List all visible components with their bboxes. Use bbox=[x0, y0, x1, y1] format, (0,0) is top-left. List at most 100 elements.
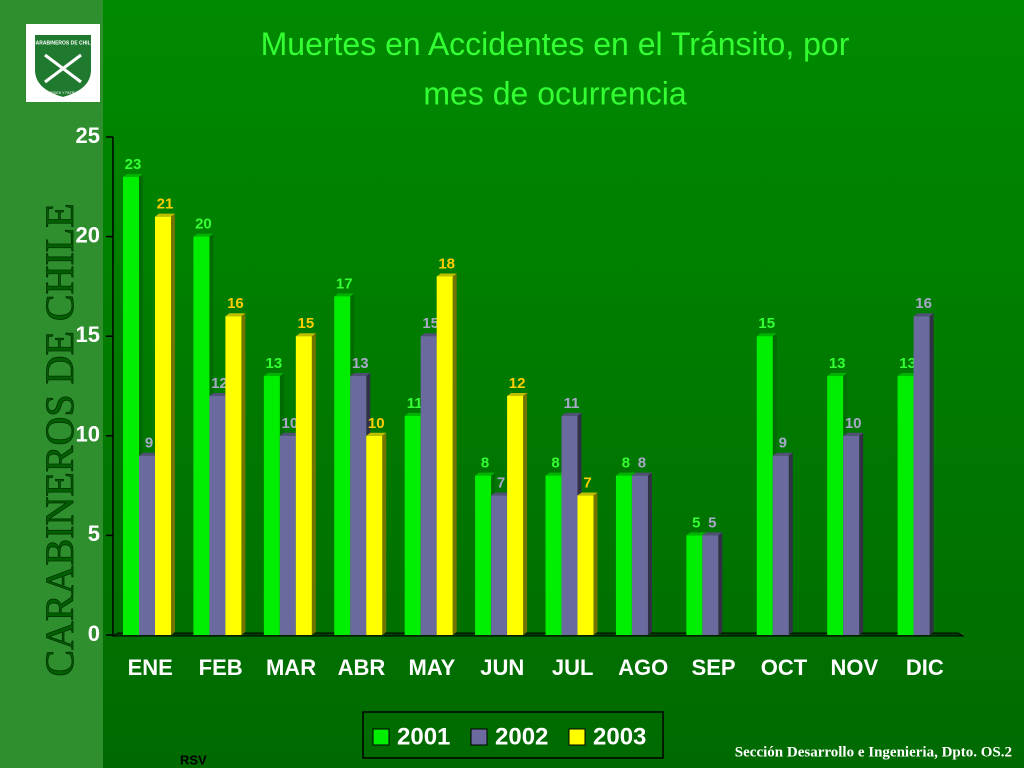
y-tick-label: 10 bbox=[76, 422, 100, 447]
bar-top bbox=[263, 373, 284, 377]
legend-swatch bbox=[568, 728, 586, 746]
bar bbox=[702, 535, 719, 635]
title-part: Muertes en Accidentes en el Tránsito, bbox=[261, 26, 795, 62]
value-label: 21 bbox=[157, 196, 174, 213]
value-label: 11 bbox=[407, 395, 423, 412]
bar-side bbox=[593, 492, 598, 635]
value-label: 9 bbox=[779, 435, 787, 452]
legend-label: 2002 bbox=[495, 723, 548, 750]
value-label: 5 bbox=[692, 514, 700, 531]
logo: CARABINEROS DE CHILE ORDEN Y PATRIA bbox=[26, 24, 100, 102]
x-tick-label: NOV bbox=[831, 655, 879, 680]
bar-top bbox=[772, 452, 793, 456]
bar-top bbox=[436, 273, 457, 277]
bar bbox=[475, 475, 492, 635]
x-tick-label: JUN bbox=[480, 655, 524, 680]
bar bbox=[897, 376, 914, 635]
value-label: 23 bbox=[125, 156, 142, 173]
y-tick-label: 15 bbox=[76, 322, 100, 347]
bar bbox=[561, 415, 578, 635]
bar bbox=[615, 475, 632, 635]
y-tick-label: 25 bbox=[76, 123, 100, 148]
bar bbox=[209, 395, 226, 635]
bar bbox=[772, 455, 789, 635]
bar bbox=[263, 376, 280, 635]
logo-motto: ORDEN Y PATRIA bbox=[49, 91, 79, 95]
bar bbox=[123, 176, 139, 635]
bar-side bbox=[718, 532, 723, 635]
bar-top bbox=[366, 432, 387, 436]
value-label: 12 bbox=[211, 375, 228, 392]
bar bbox=[913, 316, 930, 635]
side-strip bbox=[0, 0, 103, 768]
value-label: 13 bbox=[352, 355, 369, 372]
value-label: 20 bbox=[195, 216, 212, 233]
value-label: 15 bbox=[297, 315, 314, 332]
legend-label: 2003 bbox=[593, 723, 646, 750]
legend-swatch bbox=[470, 728, 488, 746]
bar bbox=[350, 376, 367, 635]
legend-swatch bbox=[372, 728, 390, 746]
x-tick-label: SEP bbox=[692, 655, 736, 680]
value-label: 15 bbox=[758, 315, 775, 332]
bar bbox=[507, 395, 524, 635]
value-label: 13 bbox=[899, 355, 916, 372]
legend-box bbox=[362, 711, 664, 759]
bar bbox=[491, 495, 508, 635]
title-part: por bbox=[803, 26, 850, 62]
x-tick-label: OCT bbox=[761, 655, 808, 680]
bar bbox=[366, 435, 383, 635]
value-label: 12 bbox=[509, 375, 526, 392]
bar bbox=[577, 495, 594, 635]
value-label: 16 bbox=[227, 295, 244, 312]
bar-top bbox=[420, 333, 441, 337]
initials: RSV bbox=[180, 752, 207, 767]
x-tick-label: FEB bbox=[199, 655, 243, 680]
bar-top bbox=[577, 492, 598, 496]
bar-top bbox=[507, 392, 528, 396]
bar-top bbox=[475, 472, 496, 476]
x-tick-label: ABR bbox=[338, 655, 386, 680]
x-tick-label: MAY bbox=[408, 655, 455, 680]
bar bbox=[420, 336, 437, 635]
bar-side bbox=[241, 313, 246, 635]
bar-top bbox=[491, 492, 512, 496]
bar-side bbox=[311, 333, 316, 635]
bar bbox=[155, 216, 171, 635]
value-label: 15 bbox=[422, 315, 439, 332]
bar-top bbox=[155, 213, 175, 217]
bar-side bbox=[382, 432, 387, 635]
bar bbox=[545, 475, 562, 635]
bar bbox=[193, 236, 210, 635]
bar bbox=[334, 296, 351, 635]
x-tick-label: MAR bbox=[266, 655, 316, 680]
value-label: 17 bbox=[336, 275, 353, 292]
bar-top bbox=[913, 313, 934, 317]
bar bbox=[843, 435, 860, 635]
x-tick-label: ENE bbox=[128, 655, 173, 680]
bar-top bbox=[334, 293, 355, 297]
bar-top bbox=[545, 472, 566, 476]
bar-top bbox=[350, 373, 371, 377]
logo-text: CARABINEROS DE CHILE bbox=[32, 40, 95, 46]
value-label: 10 bbox=[368, 415, 385, 432]
value-label: 7 bbox=[497, 475, 505, 492]
logo-rifles bbox=[44, 53, 82, 84]
bar-top bbox=[827, 373, 848, 377]
bar bbox=[631, 475, 648, 635]
value-label: 13 bbox=[265, 355, 282, 372]
bar-top bbox=[702, 532, 723, 536]
y-tick-label: 0 bbox=[88, 621, 100, 646]
value-label: 11 bbox=[564, 395, 580, 412]
value-label: 16 bbox=[915, 295, 932, 312]
y-tick-label: 5 bbox=[88, 521, 100, 546]
bar-side bbox=[171, 213, 175, 635]
bar-top bbox=[897, 373, 918, 377]
bar-side bbox=[647, 472, 652, 635]
value-label: 9 bbox=[145, 435, 153, 452]
bar bbox=[686, 535, 703, 635]
value-label: 10 bbox=[281, 415, 298, 432]
bar-top bbox=[225, 313, 246, 317]
value-label: 8 bbox=[638, 455, 646, 472]
value-label: 18 bbox=[438, 255, 455, 272]
